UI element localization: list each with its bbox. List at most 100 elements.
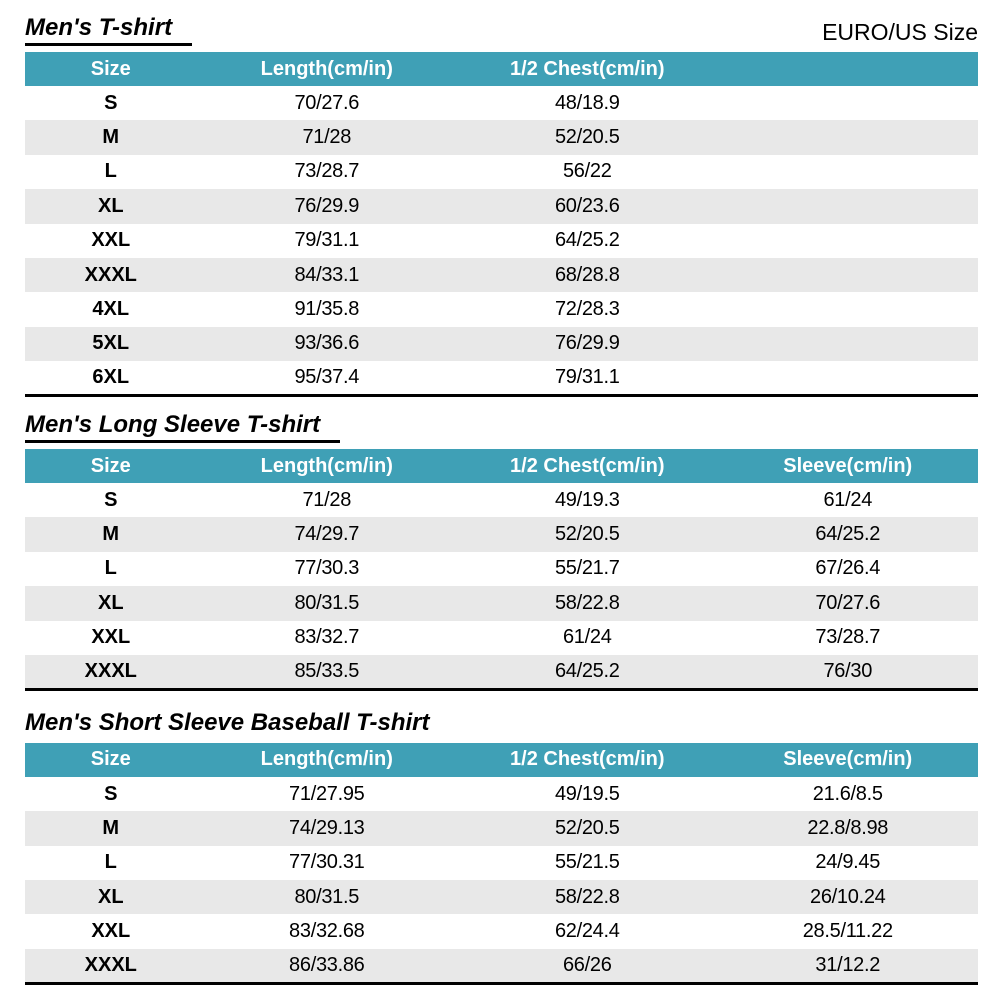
size-cell: L <box>104 557 117 580</box>
value-cell <box>718 86 979 120</box>
size-cell: XXL <box>91 229 131 252</box>
size-standard-label: EURO/US Size <box>822 19 978 45</box>
table-row: M 71/28 52/20.5 <box>25 120 979 155</box>
value-cell: 76/30 <box>823 659 873 682</box>
table-row: L 73/28.7 56/22 <box>25 155 978 189</box>
value-cell: 80/31.5 <box>294 591 360 614</box>
long-sleeve-section: Men's Long Sleeve T-shirt Size Length(cm/… <box>25 411 978 691</box>
value-cell: 74/29.13 <box>289 816 365 839</box>
value-cell <box>718 120 979 154</box>
size-cell: 5XL <box>92 332 130 355</box>
value-cell: 91/35.8 <box>294 298 360 321</box>
mens-short-sleeve-baseball-table: Size Length(cm/in) 1/2 Chest(cm/in) Sleeve(… <box>25 742 978 985</box>
column-header <box>717 52 978 86</box>
size-cell: 4XL <box>92 298 130 321</box>
table-row: M 74/29.13 52/20.5 22.8/8.98 <box>25 811 978 846</box>
value-cell: 62/24.4 <box>554 920 620 943</box>
value-cell: 77/30.3 <box>294 557 360 580</box>
value-cell: 31/12.2 <box>815 953 881 976</box>
value-cell: 66/26 <box>562 953 612 976</box>
value-cell: 71/28 <box>302 126 352 149</box>
value-cell: 74/29.7 <box>294 523 360 546</box>
column-header: Size <box>25 742 197 777</box>
column-header: Length(cm/in) <box>196 52 458 86</box>
column-header: Sleeve(cm/in) <box>717 742 978 777</box>
column-header: 1/2 Chest(cm/in) <box>457 449 718 484</box>
value-cell: 85/33.5 <box>294 659 360 682</box>
value-cell: 80/31.5 <box>294 885 360 908</box>
value-cell: 79/31.1 <box>294 229 360 252</box>
table-title-mens-long-sleeve-tshirt: Men's Long Sleeve T-shirt <box>25 411 341 444</box>
size-cell: XXXL <box>84 263 137 286</box>
value-cell: 95/37.4 <box>294 366 360 389</box>
size-cell: XL <box>97 591 124 614</box>
header-row: Size Length(cm/in) 1/2 Chest(cm/in) <box>25 52 978 86</box>
size-cell: L <box>104 851 117 874</box>
size-cell: XL <box>97 194 124 217</box>
column-header: Sleeve(cm/in) <box>717 449 978 484</box>
table-row: XXXL 86/33.86 66/26 31/12.2 <box>25 948 978 984</box>
table-body: S 70/27.6 48/18.9 M 71/28 52/20.5 L 73/28.7 56/2… <box>25 86 978 396</box>
mens-long-sleeve-table: Size Length(cm/in) 1/2 Chest(cm/in) Sleeve(… <box>25 449 978 691</box>
size-cell: L <box>104 160 117 183</box>
value-cell: 49/19.5 <box>554 782 620 805</box>
table-title-mens-tshirt: Men's T-shirt <box>25 14 193 46</box>
value-cell: 84/33.1 <box>294 263 360 286</box>
value-cell <box>718 361 979 395</box>
value-cell: 71/28 <box>302 488 352 511</box>
value-cell: 64/25.2 <box>554 659 620 682</box>
value-cell: 83/32.68 <box>289 920 365 943</box>
size-cell: S <box>104 488 118 511</box>
table-row: XXL 83/32.68 62/24.4 28.5/11.22 <box>25 914 978 948</box>
value-cell: 64/25.2 <box>554 229 620 252</box>
table-row: XL 76/29.9 60/23.6 <box>25 189 978 224</box>
value-cell: 28.5/11.22 <box>802 920 893 943</box>
value-cell: 73/28.7 <box>815 626 881 649</box>
size-cell: 6XL <box>92 366 130 389</box>
size-cell: XXL <box>91 626 131 649</box>
value-cell: 71/27.95 <box>289 782 365 805</box>
table-body: S 71/27.95 49/19.5 21.6/8.5 M 74/29.13 52/20.5… <box>25 777 978 984</box>
baseball-section: Men's Short Sleeve Baseball T-shirt Size… <box>25 707 978 985</box>
value-cell: 52/20.5 <box>554 126 620 149</box>
column-header: 1/2 Chest(cm/in) <box>457 52 718 86</box>
value-cell <box>718 258 979 292</box>
value-cell <box>718 327 979 361</box>
value-cell: 61/24 <box>562 626 612 649</box>
column-header: Size <box>25 449 197 484</box>
section-title-row: Men's Long Sleeve T-shirt <box>25 411 978 444</box>
table-row: M 74/29.7 52/20.5 64/25.2 <box>25 517 978 552</box>
value-cell: 83/32.7 <box>294 626 360 649</box>
table-row: L 77/30.31 55/21.5 24/9.45 <box>25 846 978 880</box>
value-cell: 49/19.3 <box>554 488 620 511</box>
value-cell: 52/20.5 <box>554 523 620 546</box>
value-cell: 55/21.7 <box>554 557 620 580</box>
table-row: S 70/27.6 48/18.9 <box>25 86 978 120</box>
size-cell: M <box>102 126 120 149</box>
table-row: 4XL 91/35.8 72/28.3 <box>25 292 978 326</box>
value-cell: 56/22 <box>562 160 612 183</box>
value-cell: 67/26.4 <box>815 557 881 580</box>
value-cell: 86/33.86 <box>289 953 365 976</box>
column-header: Length(cm/in) <box>196 742 458 777</box>
table-row: S 71/27.95 49/19.5 21.6/8.5 <box>25 777 978 811</box>
table-row: XL 80/31.5 58/22.8 70/27.6 <box>25 586 978 621</box>
header-row: Size Length(cm/in) 1/2 Chest(cm/in) Sleeve(… <box>25 449 978 484</box>
section-title-row: Men's Short Sleeve Baseball T-shirt <box>25 707 978 737</box>
mens-tshirt-table: Size Length(cm/in) 1/2 Chest(cm/in) S 70/27… <box>25 52 978 398</box>
value-cell: 22.8/8.98 <box>807 816 889 839</box>
table-row: XXXL 84/33.1 68/28.8 <box>25 257 979 293</box>
value-cell: 79/31.1 <box>554 366 620 389</box>
table-row: 6XL 95/37.4 79/31.1 <box>25 361 978 395</box>
value-cell: 60/23.6 <box>554 194 620 217</box>
column-header: Length(cm/in) <box>196 449 458 484</box>
table-row: XXXL 85/33.5 64/25.2 76/30 <box>25 654 978 690</box>
value-cell: 55/21.5 <box>554 851 620 874</box>
value-cell: 61/24 <box>823 488 873 511</box>
value-cell: 24/9.45 <box>815 851 881 874</box>
table-header: Size Length(cm/in) 1/2 Chest(cm/in) <box>25 52 978 86</box>
value-cell <box>718 292 979 326</box>
value-cell: 72/28.3 <box>554 298 620 321</box>
size-cell: XL <box>97 885 124 908</box>
